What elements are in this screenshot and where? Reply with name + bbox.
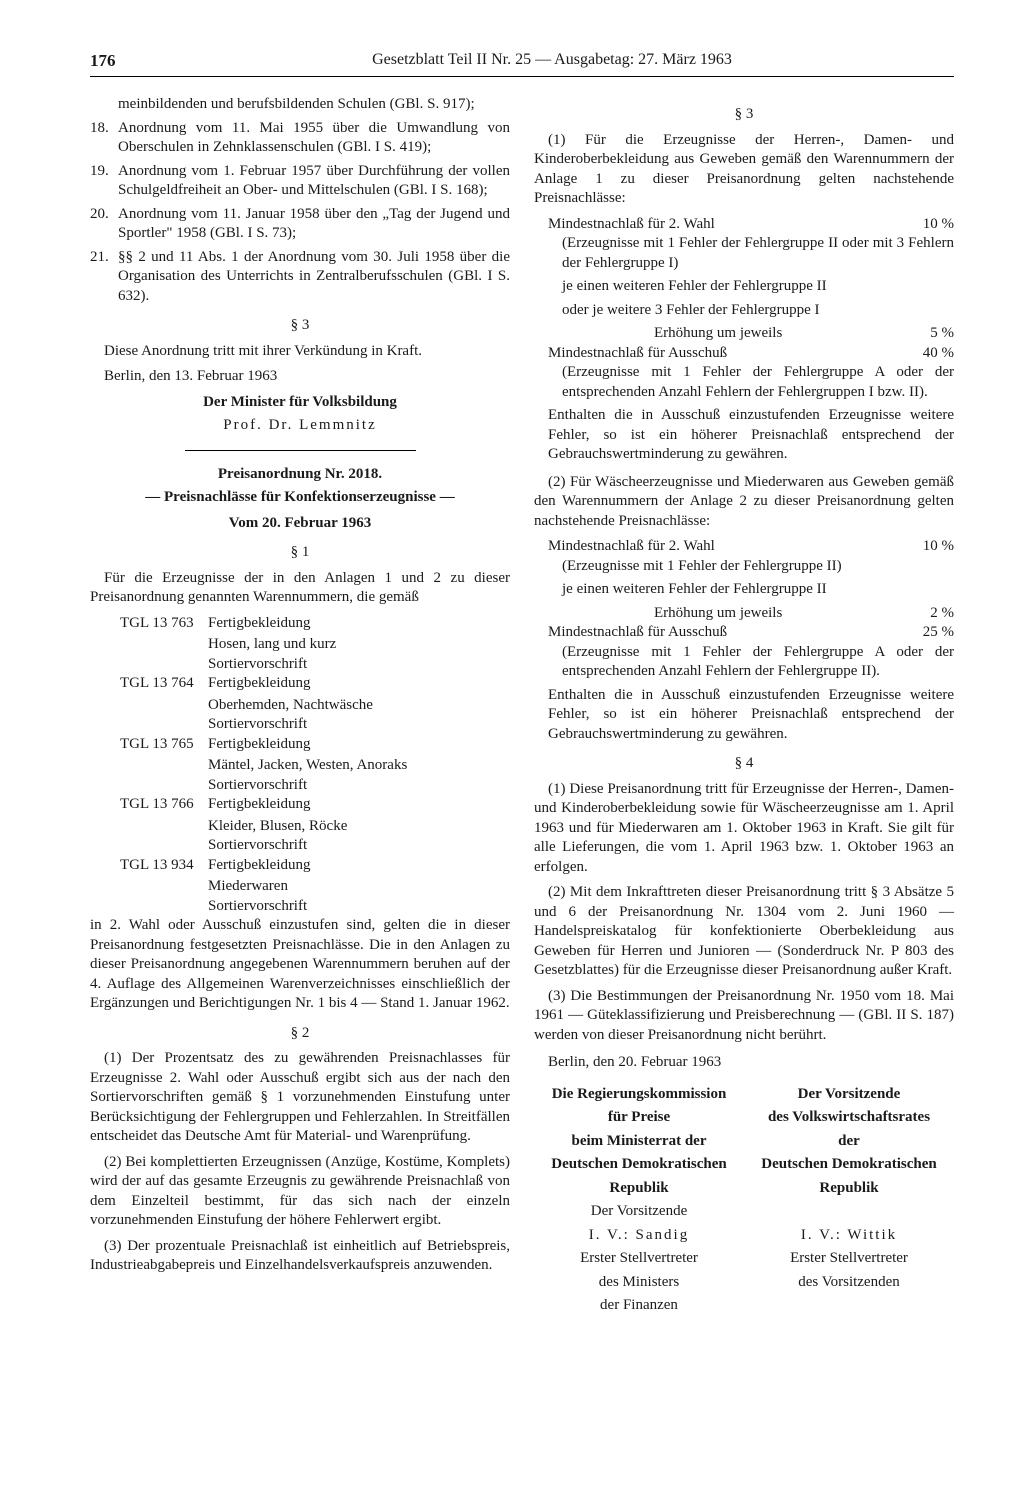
tgl-sub: Mäntel, Jacken, Westen, Anoraks: [90, 756, 510, 776]
discount-e3-sub: (Erzeugnisse mit 1 Fehler der Fehlergrup…: [534, 643, 954, 682]
order-title-2: — Preisnachlässe für Konfektionserzeugni…: [90, 488, 510, 508]
sig-left-name: I. V.: Sandig: [534, 1226, 744, 1246]
tgl-sub: Hosen, lang und kurz: [90, 635, 510, 655]
s2-p3: (3) Der prozentuale Preisnachlaß ist ein…: [90, 1237, 510, 1276]
signature-1: Der Minister für Volksbildung Prof. Dr. …: [90, 393, 510, 436]
date-1: Berlin, den 13. Februar 1963: [90, 367, 510, 387]
discount-e2: Erhöhung um jeweils 2 %: [534, 604, 954, 624]
item-20: 20. Anordnung vom 11. Januar 1958 über d…: [90, 205, 510, 244]
section-2-head: § 2: [90, 1024, 510, 1044]
discount-2: Erhöhung um jeweils 5 %: [534, 324, 954, 344]
discount-2b: oder je weitere 3 Fehler der Fehlergrupp…: [534, 301, 954, 321]
item-18: 18. Anordnung vom 11. Mai 1955 über die …: [90, 119, 510, 158]
discount-3-sub: (Erzeugnisse mit 1 Fehler der Fehlergrup…: [534, 363, 954, 402]
item-19: 19. Anordnung vom 1. Februar 1957 über D…: [90, 162, 510, 201]
discount-1-sub: (Erzeugnisse mit 1 Fehler der Fehlergrup…: [534, 234, 954, 273]
r-section-3-head: § 3: [534, 105, 954, 125]
tgl-sub: Sortiervorschrift: [90, 897, 510, 917]
tgl-sub: Sortiervorschrift: [90, 776, 510, 796]
right-column: § 3 (1) Für die Erzeugnisse der Herren-,…: [534, 95, 954, 1320]
order-title-1: Preisanordnung Nr. 2018.: [90, 465, 510, 485]
sig-right-name: I. V.: Wittik: [744, 1226, 954, 1246]
discount-after-1: Enthalten die in Ausschuß einzustufenden…: [534, 406, 954, 465]
divider: [185, 450, 416, 451]
tgl-row: TGL 13 765Fertigbekleidung: [90, 735, 510, 755]
section-3-head: § 3: [90, 316, 510, 336]
header-title: Gesetzblatt Teil II Nr. 25 — Ausgabetag:…: [150, 50, 954, 72]
s4-p1: (1) Diese Preisanordnung tritt für Erzeu…: [534, 780, 954, 878]
s2-p1: (1) Der Prozentsatz des zu gewährenden P…: [90, 1049, 510, 1147]
s4-p2: (2) Mit dem Inkrafttreten dieser Preisan…: [534, 883, 954, 981]
discount-e3: Mindestnachlaß für Ausschuß 25 %: [534, 623, 954, 643]
discount-3: Mindestnachlaß für Ausschuß 40 %: [534, 344, 954, 364]
tgl-sub: Sortiervorschrift: [90, 715, 510, 735]
s4-p3: (3) Die Bestimmungen der Preisanordnung …: [534, 987, 954, 1046]
discount-2a: je einen weiteren Fehler der Fehlergrupp…: [534, 277, 954, 297]
section-1-intro: Für die Erzeugnisse der in den Anlagen 1…: [90, 569, 510, 608]
item-21: 21. §§ 2 und 11 Abs. 1 der Anordnung vom…: [90, 248, 510, 307]
discount-e2a: je einen weiteren Fehler der Fehlergrupp…: [534, 580, 954, 600]
discount-e-after: Enthalten die in Ausschuß einzustufenden…: [534, 686, 954, 745]
r-s3-p2: (2) Für Wäscheerzeugnisse und Miederware…: [534, 473, 954, 532]
page: 176 Gesetzblatt Teil II Nr. 25 — Ausgabe…: [0, 0, 1024, 1380]
sig-left: Die Regierungskommission für Preise beim…: [534, 1085, 744, 1320]
discount-e1: Mindestnachlaß für 2. Wahl 10 %: [534, 537, 954, 557]
signer-name: Prof. Dr. Lemmnitz: [90, 416, 510, 436]
page-header: 176 Gesetzblatt Teil II Nr. 25 — Ausgabe…: [90, 50, 954, 77]
discount-e1-sub: (Erzeugnisse mit 1 Fehler der Fehlergrup…: [534, 557, 954, 577]
tgl-sub: Sortiervorschrift: [90, 836, 510, 856]
tgl-row: TGL 13 934Fertigbekleidung: [90, 856, 510, 876]
signature-columns: Die Regierungskommission für Preise beim…: [534, 1085, 954, 1320]
columns: meinbildenden und berufsbildenden Schule…: [90, 95, 954, 1320]
s2-p2: (2) Bei komplettierten Erzeugnissen (Anz…: [90, 1153, 510, 1231]
section-1-head: § 1: [90, 543, 510, 563]
tgl-sub: Sortiervorschrift: [90, 655, 510, 675]
r-section-4-head: § 4: [534, 754, 954, 774]
tgl-sub: Kleider, Blusen, Röcke: [90, 817, 510, 837]
page-number: 176: [90, 50, 150, 72]
item-17-cont: meinbildenden und berufsbildenden Schule…: [90, 95, 510, 115]
tgl-list: TGL 13 763FertigbekleidungHosen, lang un…: [90, 614, 510, 917]
section-1-after: in 2. Wahl oder Ausschuß einzustufen sin…: [90, 916, 510, 1014]
tgl-row: TGL 13 763Fertigbekleidung: [90, 614, 510, 634]
order-date: Vom 20. Februar 1963: [90, 514, 510, 534]
left-column: meinbildenden und berufsbildenden Schule…: [90, 95, 510, 1320]
r-s3-p1: (1) Für die Erzeugnisse der Herren-, Dam…: [534, 131, 954, 209]
tgl-sub: Oberhemden, Nachtwäsche: [90, 696, 510, 716]
tgl-row: TGL 13 766Fertigbekleidung: [90, 795, 510, 815]
sig-right: Der Vorsitzende des Volkswirtschaftsrate…: [744, 1085, 954, 1320]
tgl-sub: Miederwaren: [90, 877, 510, 897]
section-3-text: Diese Anordnung tritt mit ihrer Verkündu…: [90, 342, 510, 362]
tgl-row: TGL 13 764Fertigbekleidung: [90, 674, 510, 694]
discount-1: Mindestnachlaß für 2. Wahl 10 %: [534, 215, 954, 235]
date-2: Berlin, den 20. Februar 1963: [534, 1053, 954, 1073]
